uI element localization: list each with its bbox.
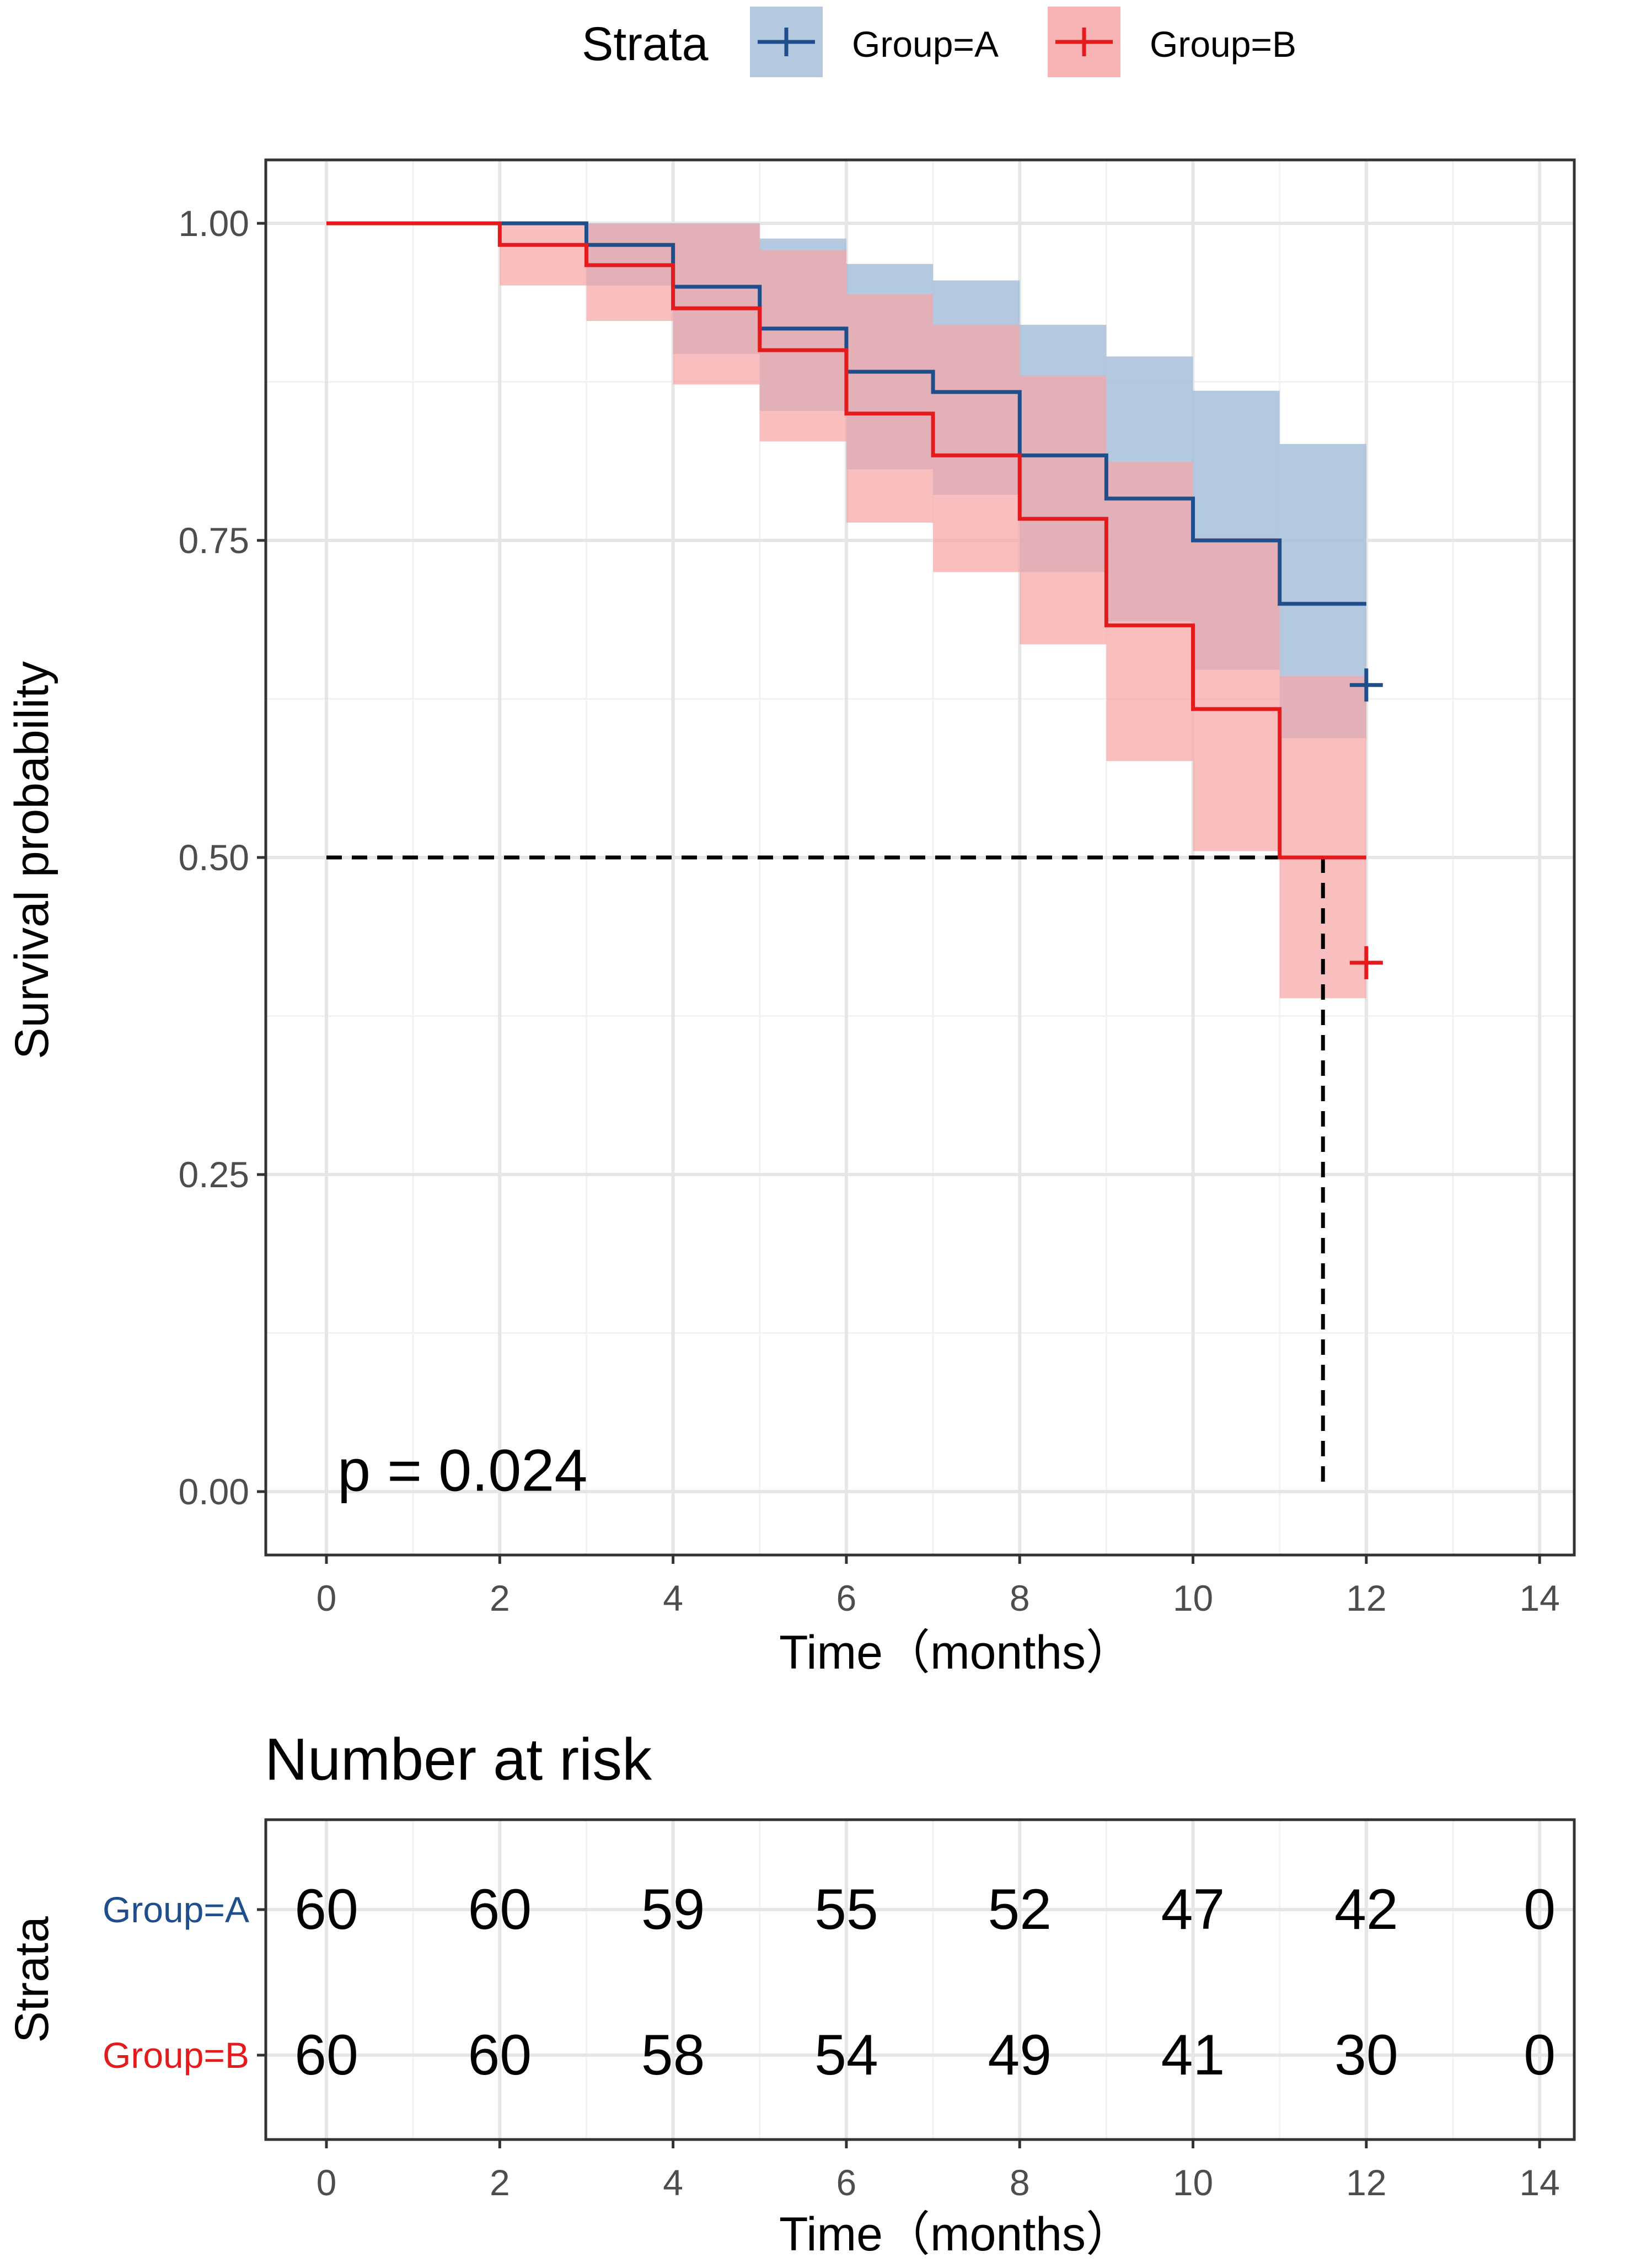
risk-x-tick-label: 0 xyxy=(317,2162,337,2203)
risk-table-x-axis-title: Time（months） xyxy=(779,2208,1133,2261)
legend-item-group-b: Group=B xyxy=(1048,7,1296,77)
risk-table-row-labels: Group=A Group=B xyxy=(103,1889,266,2076)
risk-x-tick-label: 14 xyxy=(1519,2162,1559,2203)
km-x-tick-label: 10 xyxy=(1173,1578,1213,1618)
ci-band-segment-group-b xyxy=(1106,462,1193,762)
risk-cell: 60 xyxy=(294,1878,358,1942)
km-x-tick-label: 2 xyxy=(490,1578,510,1618)
risk-table-border xyxy=(264,1818,1576,2141)
ci-band-segment-group-b xyxy=(500,223,587,286)
risk-cell: 58 xyxy=(641,2023,705,2087)
ci-band-segment-group-b xyxy=(1193,538,1280,851)
risk-cell: 30 xyxy=(1334,2023,1398,2087)
km-x-tick-label: 6 xyxy=(836,1578,857,1618)
risk-cell: 49 xyxy=(988,2023,1052,2087)
km-x-tick-label: 8 xyxy=(1010,1578,1030,1618)
legend-key-symbol xyxy=(1055,28,1113,56)
censor-mark-group-a xyxy=(1349,668,1383,702)
risk-table-cells: 60 60 59 55 52 47 42 0 60 60 58 54 49 41 30 0 xyxy=(294,1878,1556,2087)
km-y-tick-label: 0.75 xyxy=(179,520,249,561)
risk-table-panel: Number at risk 60 60 59 55 52 47 42 060 60 58 54 49… xyxy=(6,1726,1576,2261)
p-value-annotation: p = 0.024 xyxy=(337,1437,587,1504)
risk-x-tick-label: 4 xyxy=(663,2162,683,2203)
legend-item-label: Group=B xyxy=(1150,24,1296,65)
km-median-lines xyxy=(326,855,1325,1492)
risk-cell: 54 xyxy=(814,2023,878,2087)
risk-table-y-axis-title: Strata xyxy=(6,1916,58,2043)
ci-band-segment-group-b xyxy=(933,325,1020,572)
risk-x-tick-label: 8 xyxy=(1010,2162,1030,2203)
risk-cell: 47 xyxy=(1161,1878,1225,1942)
risk-cell: 60 xyxy=(468,2023,532,2087)
ci-band-segment-group-b xyxy=(759,250,846,442)
km-y-tick-label: 0.00 xyxy=(179,1471,249,1512)
km-censor-marks xyxy=(1349,668,1383,979)
km-y-tick-label: 0.25 xyxy=(179,1154,249,1195)
risk-x-tick-label: 2 xyxy=(490,2162,510,2203)
legend: Strata Group=A Group=B xyxy=(582,7,1296,77)
km-y-tick-label: 1.00 xyxy=(179,203,249,244)
survival-curve-group-a xyxy=(326,221,1366,606)
ci-band-segment-group-b xyxy=(1020,376,1107,645)
legend-items: Group=A Group=B xyxy=(750,7,1296,77)
risk-cell: 42 xyxy=(1334,1878,1398,1942)
risk-table-frame xyxy=(264,1818,1576,2141)
risk-row-label: Group=A xyxy=(103,1889,249,1930)
risk-table-x-axis: 0 2 4 6 8 10 12 14 xyxy=(317,2140,1560,2203)
km-x-axis-title: Time（months） xyxy=(779,1626,1133,1679)
risk-table-title: Number at risk xyxy=(265,1726,652,1793)
km-y-axis: 0.00 0.25 0.50 0.75 1.00 xyxy=(179,203,266,1512)
km-plot-panel: 0 2 4 6 8 10 12 14 0.00 0.25 0.50 0.75 1.00 p = 0.0… xyxy=(6,158,1576,1679)
risk-cell: 55 xyxy=(814,1878,878,1942)
risk-cell: 52 xyxy=(988,1878,1052,1942)
risk-x-tick-label: 10 xyxy=(1173,2162,1213,2203)
risk-panel-background xyxy=(266,1820,1574,2140)
ci-band-segment-group-b xyxy=(846,294,934,523)
risk-cell: 0 xyxy=(1524,2023,1556,2087)
km-y-tick-label: 0.50 xyxy=(179,837,249,878)
legend-item-group-a: Group=A xyxy=(750,7,999,77)
risk-cell: 59 xyxy=(641,1878,705,1942)
risk-row-label: Group=B xyxy=(103,2035,249,2076)
legend-key-symbol xyxy=(758,28,815,56)
risk-cell: 60 xyxy=(294,2023,358,2087)
censor-mark-group-b xyxy=(1349,946,1383,979)
km-x-tick-label: 0 xyxy=(317,1578,337,1618)
risk-cell: 0 xyxy=(1524,1878,1556,1942)
risk-table-grid xyxy=(266,1820,1574,2140)
legend-title: Strata xyxy=(582,18,709,71)
ci-band-segment-group-b xyxy=(673,223,760,385)
km-x-tick-label: 12 xyxy=(1346,1578,1386,1618)
km-x-axis: 0 2 4 6 8 10 12 14 xyxy=(317,1555,1560,1618)
legend-item-label: Group=A xyxy=(852,24,999,65)
risk-cell: 60 xyxy=(468,1878,532,1942)
risk-cell: 41 xyxy=(1161,2023,1225,2087)
km-confidence-bands xyxy=(500,223,1366,999)
ci-band-segment-group-b xyxy=(586,223,673,321)
risk-x-tick-label: 12 xyxy=(1346,2162,1386,2203)
km-x-tick-label: 4 xyxy=(663,1578,683,1618)
risk-x-tick-label: 6 xyxy=(836,2162,857,2203)
survival-curve-group-b xyxy=(326,221,1366,860)
km-survival-curves xyxy=(326,221,1366,860)
ci-band-segment-group-b xyxy=(1279,676,1366,999)
km-y-axis-title: Survival probability xyxy=(6,661,58,1059)
km-x-tick-label: 14 xyxy=(1519,1578,1559,1618)
